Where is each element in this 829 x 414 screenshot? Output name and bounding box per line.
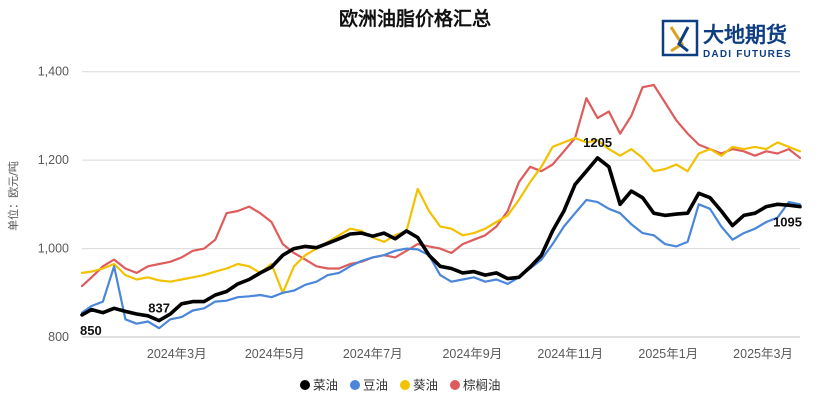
legend-marker [350, 380, 360, 390]
logo-name-en: DADI FUTURES [703, 49, 792, 60]
series-line-3 [80, 83, 802, 288]
series-line-2 [80, 136, 802, 294]
x-tick-label: 2024年11月 [537, 347, 603, 361]
y-axis-label: 单位：欧元/吨 [6, 161, 20, 231]
dadi-futures-logo: 大地期货 DADI FUTURES [661, 19, 792, 60]
data-labels: 850 837 1205 1095 [80, 135, 802, 338]
chart-title: 欧洲油脂价格汇总 [339, 7, 491, 30]
x-tick-label: 2024年5月 [245, 347, 305, 361]
logo-mark-icon [661, 19, 699, 57]
legend-label: 豆油 [363, 378, 388, 393]
x-tick-label: 2024年7月 [343, 347, 403, 361]
logo-name-cn: 大地期货 [703, 23, 787, 47]
data-label: 1205 [583, 135, 612, 150]
series-lines [80, 83, 802, 330]
series-line-1 [80, 198, 802, 330]
series-line-0 [80, 156, 802, 323]
legend-marker [300, 380, 310, 390]
x-tick-label: 2025年3月 [733, 347, 793, 361]
legend-marker [400, 380, 410, 390]
axes: 800 1,000 1,200 1,400 2024年3月 2024年5月 2024年7月 2… [38, 65, 800, 361]
data-label: 1095 [773, 215, 802, 230]
legend: 菜油 豆油 葵油 棕榈油 [300, 378, 501, 393]
logo-mark-blue-icon [677, 26, 690, 53]
legend-marker [450, 380, 460, 390]
x-tick-label: 2024年9月 [442, 347, 502, 361]
data-label: 837 [148, 301, 170, 316]
y-tick-label: 1,400 [38, 65, 69, 79]
y-tick-label: 1,200 [38, 153, 69, 167]
x-tick-label: 2024年3月 [147, 347, 207, 361]
legend-label: 棕榈油 [463, 378, 501, 393]
data-label: 850 [80, 323, 102, 338]
legend-label: 葵油 [413, 378, 438, 393]
x-tick-label: 2025年1月 [638, 347, 698, 361]
y-tick-label: 800 [48, 330, 69, 344]
logo-mark-gold-icon [669, 26, 685, 53]
y-tick-label: 1,000 [38, 242, 69, 256]
legend-label: 菜油 [313, 378, 338, 393]
